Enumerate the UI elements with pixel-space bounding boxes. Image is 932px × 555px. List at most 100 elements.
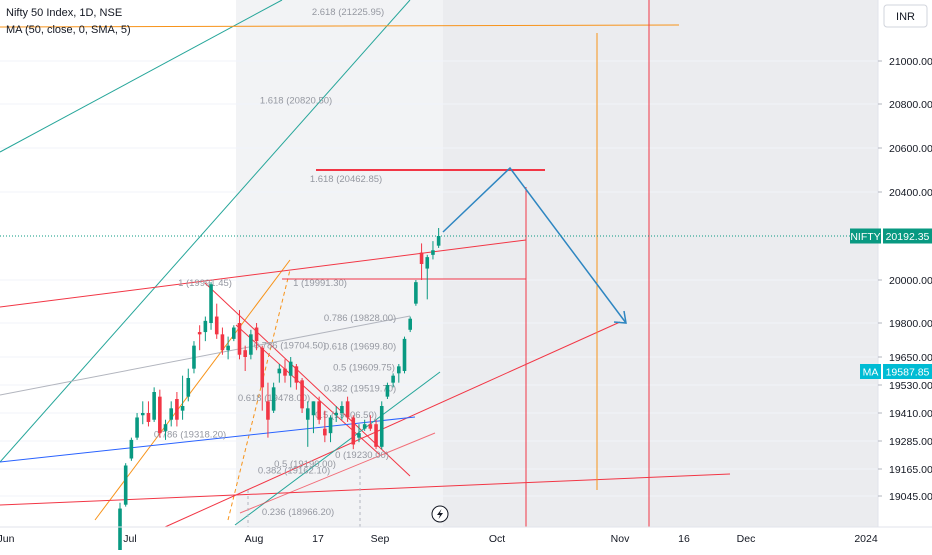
ma-name-bg [860,364,881,380]
candle[interactable] [129,437,134,461]
candle[interactable] [368,415,373,431]
candle[interactable] [362,419,367,431]
candle[interactable] [436,228,441,248]
nifty-value-label: 20192.35 [886,231,930,243]
trend-line-teal-short[interactable] [234,371,441,526]
candle[interactable] [243,345,247,371]
chart-legend: Nifty 50 Index, 1D, NSE MA (50, close, 0… [6,5,131,39]
candle[interactable] [419,243,424,280]
candle-body [158,396,162,434]
trend-line-red-short[interactable] [239,432,436,514]
candle-body [425,257,430,269]
candle[interactable] [317,396,321,425]
candle[interactable] [323,410,327,443]
candle[interactable] [345,396,350,422]
candle[interactable] [397,364,401,383]
candle[interactable] [283,359,287,383]
candle[interactable] [180,375,185,420]
trend-line-green-1[interactable] [0,0,283,153]
candle[interactable] [175,392,179,427]
candle-body [249,334,253,355]
trend-line-orange-fan[interactable] [94,259,291,521]
candle[interactable] [254,323,259,351]
candle[interactable] [402,336,407,374]
candle-body [402,338,407,371]
candle[interactable] [351,415,356,450]
candle-body [362,424,367,429]
candle[interactable] [305,401,310,447]
candle[interactable] [271,382,276,413]
candle[interactable] [169,401,174,427]
candle[interactable] [340,401,344,420]
time-axis[interactable]: Jun Jul Aug 17 Sep Oct Nov 16 Dec 2024 [0,526,932,545]
trend-line-green-2[interactable] [0,0,411,463]
price-axis[interactable]: INR 21000.00 20800.00 20600.00 20400.00 2000… [877,0,932,527]
candle[interactable] [220,327,225,355]
support-line-blue[interactable] [0,416,416,463]
candle[interactable] [186,368,191,402]
candle[interactable] [214,303,219,339]
currency-button[interactable] [883,4,928,28]
candle[interactable] [294,364,299,390]
candle[interactable] [408,316,412,333]
candle[interactable] [192,341,196,374]
candle[interactable] [158,389,162,438]
candle[interactable] [237,310,242,360]
candle[interactable] [300,378,304,413]
candle[interactable] [379,401,384,450]
candle[interactable] [414,280,418,306]
horizontal-line-orange[interactable] [0,24,680,28]
candle[interactable] [277,364,282,383]
falling-wedge-line-2[interactable] [235,324,381,456]
trend-line-orange-dashed[interactable] [227,269,291,521]
candle[interactable] [385,382,390,399]
candle[interactable] [135,413,139,440]
candle[interactable] [152,387,156,422]
candle[interactable] [334,406,339,422]
candle-body [254,327,259,342]
candle[interactable] [328,415,333,443]
candle[interactable] [431,241,435,260]
projection-path-blue[interactable] [442,166,627,324]
candle[interactable] [203,316,208,342]
indicator-label[interactable]: MA (50, close, 0, SMA, 5) [6,24,131,36]
candle[interactable] [357,424,361,443]
channel-line-red-upper[interactable] [0,239,527,308]
lightning-icon[interactable] [431,505,449,523]
channel-line-red-lower[interactable] [0,473,731,506]
candle[interactable] [374,419,378,450]
candle[interactable] [123,463,128,507]
trend-line-grey[interactable] [0,315,411,396]
candlestick-series[interactable] [118,228,441,555]
candle-body [226,345,230,351]
candle[interactable] [197,325,202,351]
candle[interactable] [311,401,316,434]
candle-body [260,347,265,388]
candle[interactable] [209,282,213,330]
candle[interactable] [118,502,122,555]
candle[interactable] [146,401,151,427]
symbol-title[interactable]: Nifty 50 Index, 1D, NSE [6,7,123,19]
candle[interactable] [249,329,253,360]
candle[interactable] [226,336,230,360]
candle[interactable] [288,357,293,388]
y-tick-label: 19165.00 [889,464,932,476]
candle[interactable] [140,401,145,425]
candle[interactable] [266,382,270,438]
fib-level-label: 0.5 (19190.00) [274,459,336,470]
channel-line-red-rising[interactable] [164,321,621,528]
candle-body [351,417,356,445]
candle[interactable] [232,325,236,342]
candle[interactable] [163,419,168,440]
candle-body [288,361,293,376]
candle-body [357,433,361,438]
candle[interactable] [391,373,395,388]
candle[interactable] [260,345,265,411]
candle[interactable] [425,254,430,300]
x-tick-label: 16 [678,533,690,545]
x-tick-label: 2024 [854,533,878,545]
nifty-price-badge: NIFTY 20192.35 [850,228,932,244]
candle-body [323,428,327,436]
